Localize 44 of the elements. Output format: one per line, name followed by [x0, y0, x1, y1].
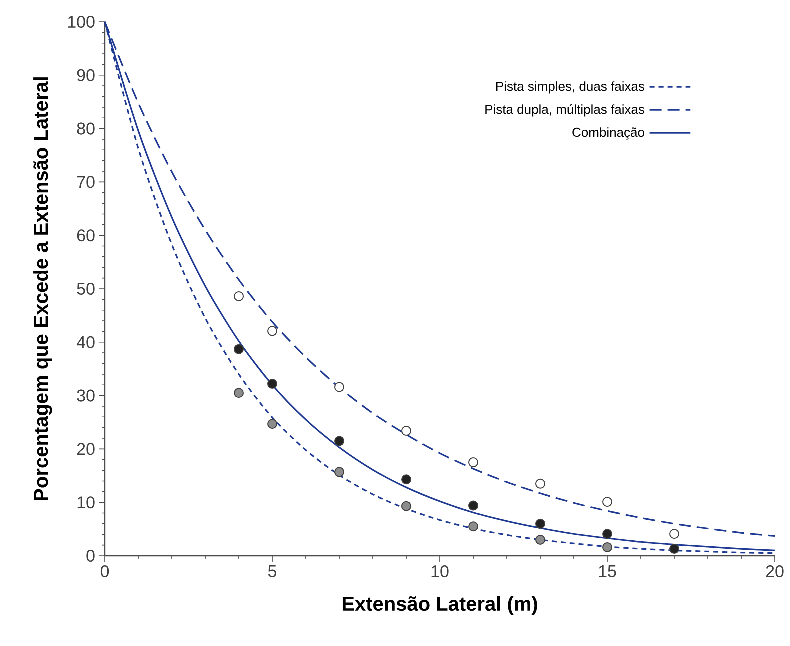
- point: [468, 522, 479, 532]
- y-tick-label: 70: [77, 176, 95, 188]
- y-tick-label: 50: [77, 282, 95, 296]
- x-tick-label: 15: [599, 566, 616, 578]
- point: [468, 500, 479, 511]
- point: [234, 344, 244, 354]
- point: [234, 388, 244, 398]
- point: [234, 291, 244, 302]
- point: [536, 534, 546, 545]
- point: [334, 436, 345, 446]
- point: [670, 544, 680, 554]
- y-tick-label: 40: [76, 336, 95, 348]
- point: [334, 467, 345, 478]
- x-axis-title: Extensão Lateral (m): [342, 596, 538, 616]
- point: [670, 529, 680, 540]
- y-tick-label: 20: [77, 443, 95, 456]
- x-tick-label: 20: [766, 566, 784, 578]
- point: [602, 497, 613, 508]
- x-tick-label: 10: [432, 566, 449, 578]
- y-tick-label: 90: [77, 69, 95, 82]
- point: [334, 382, 345, 392]
- y-tick-label: 10: [78, 496, 95, 509]
- y-tick-label: 80: [77, 122, 95, 135]
- x-tick-label: 0: [100, 566, 110, 578]
- point: [536, 478, 546, 489]
- point: [268, 419, 278, 430]
- y-axis-title: Porcentagem que Excede a Extensão Lateral: [34, 78, 52, 501]
- y-tick-label: 100: [68, 16, 95, 28]
- point: [268, 326, 278, 336]
- point: [402, 474, 412, 485]
- y-tick-label: 30: [77, 390, 95, 402]
- point: [268, 379, 278, 390]
- legend-label: Pista dupla, múltiplas faixas: [486, 104, 644, 117]
- legend-label: Combinação: [572, 128, 644, 140]
- y-tick-label: 0: [86, 550, 95, 562]
- point: [536, 518, 546, 529]
- point: [602, 542, 613, 552]
- point: [602, 529, 613, 540]
- y-tick-label: 60: [77, 230, 95, 242]
- x-tick-label: 5: [268, 566, 277, 578]
- point: [468, 458, 479, 468]
- point: [402, 426, 412, 436]
- point: [402, 501, 412, 512]
- legend-label: Pista simples, duas faixas: [496, 82, 645, 94]
